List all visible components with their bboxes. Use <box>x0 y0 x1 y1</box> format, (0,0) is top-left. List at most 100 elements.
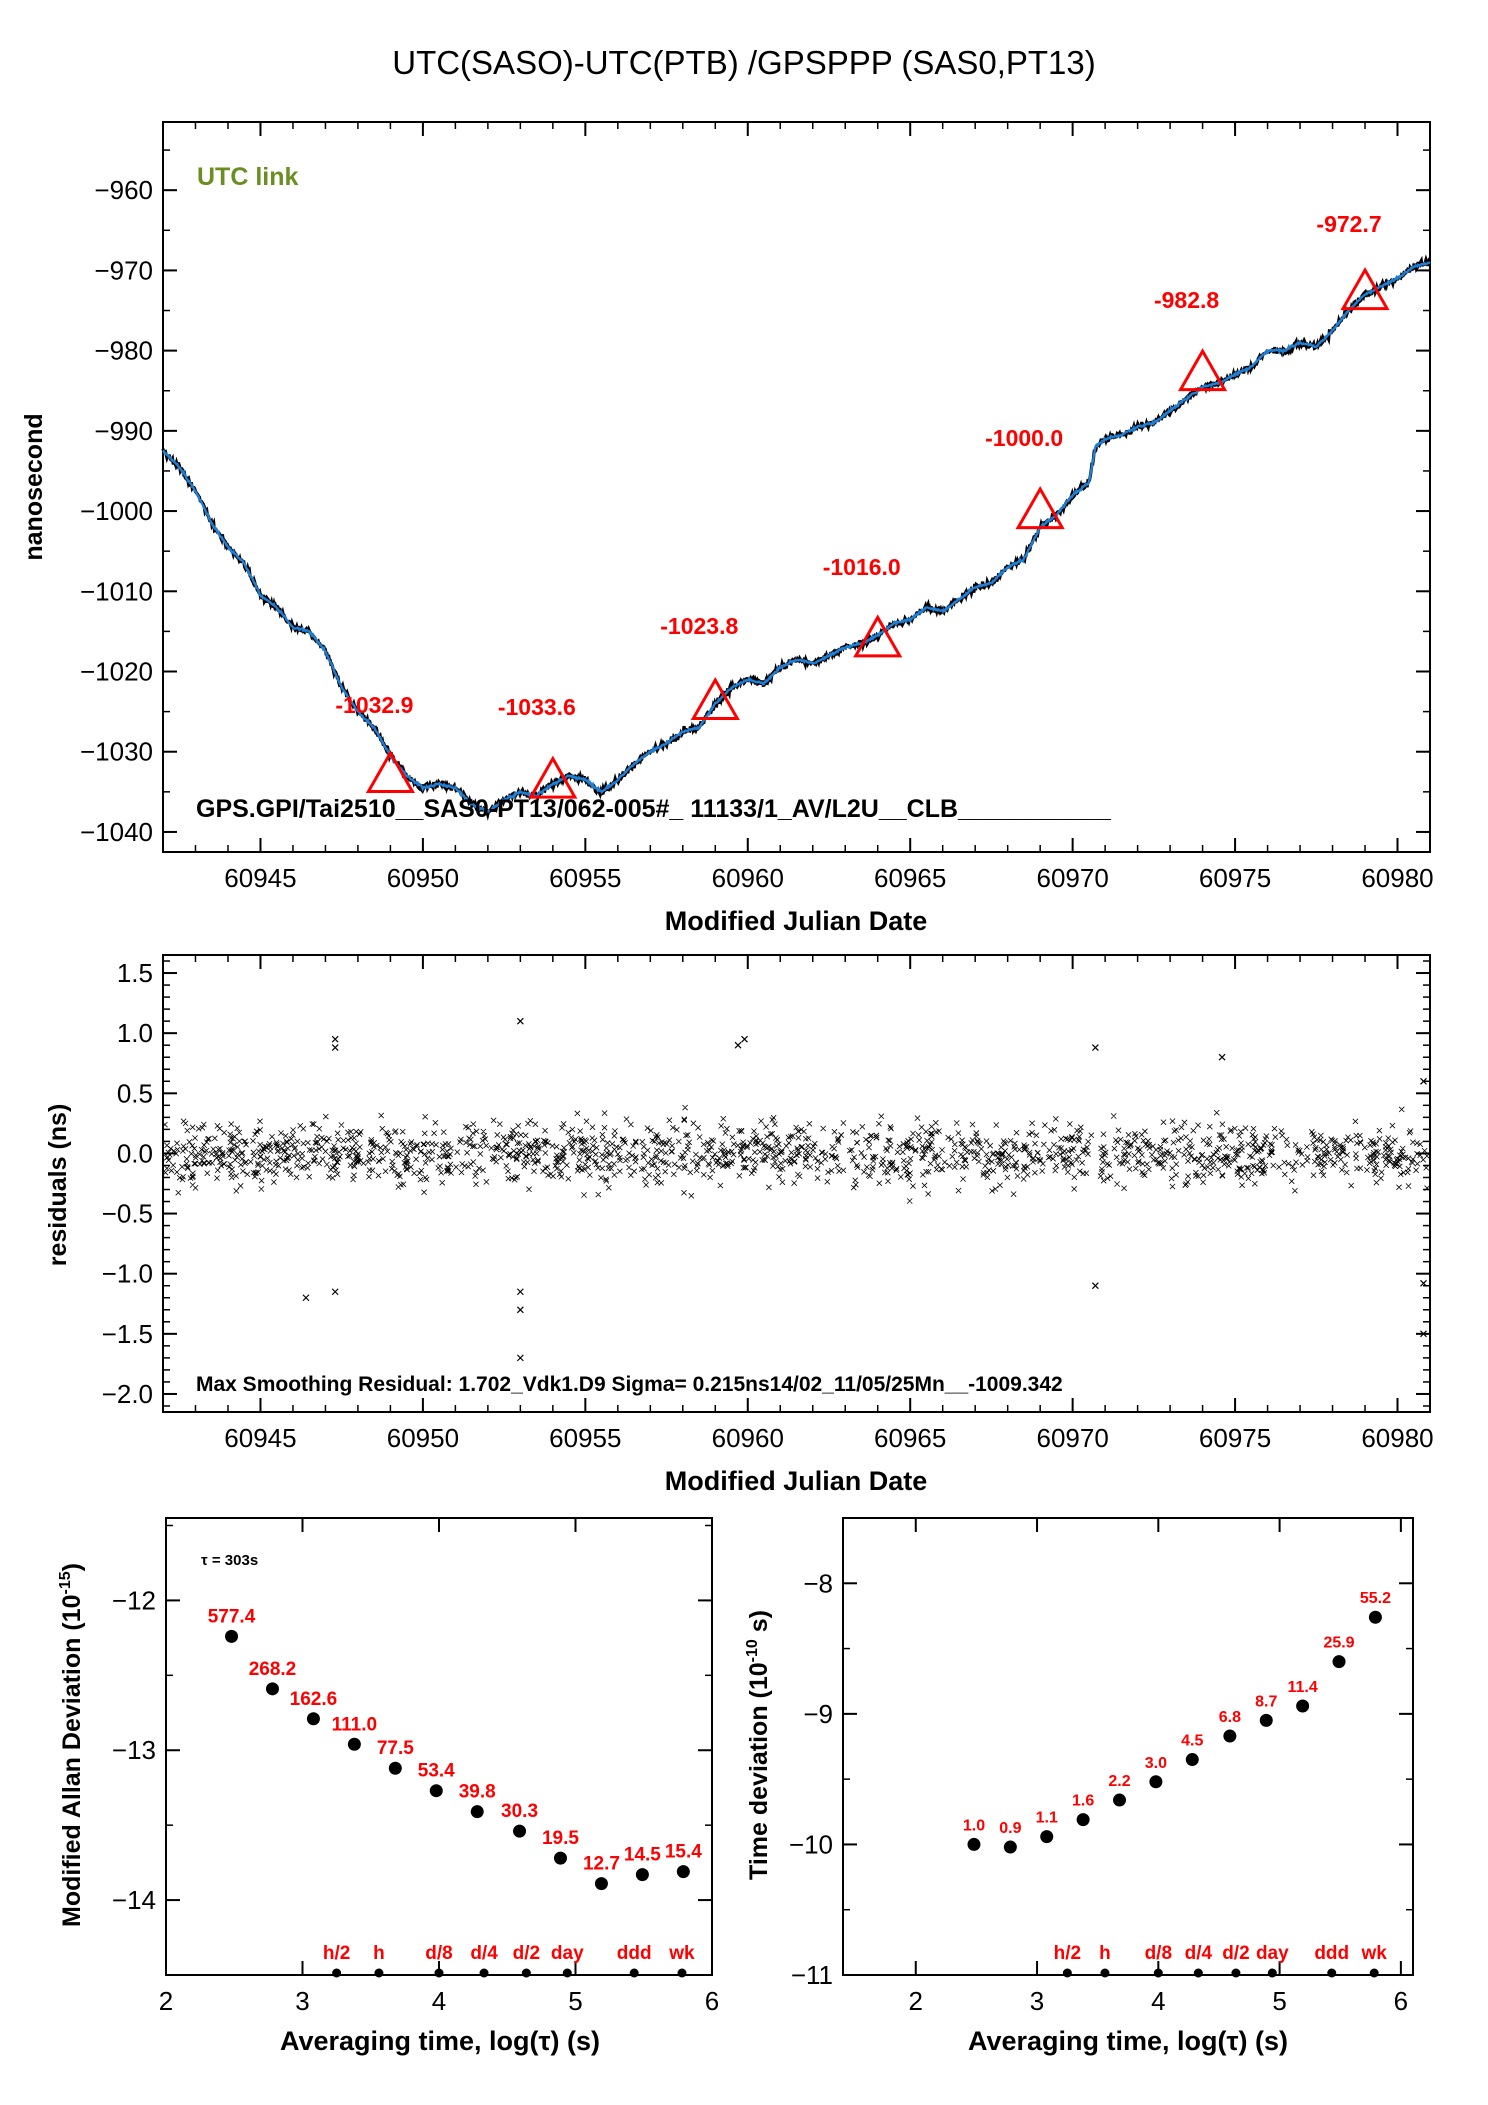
y-tick-label: −10 <box>789 1829 833 1859</box>
allan-deviation-frame <box>165 1517 713 1976</box>
y-tick-label: −11 <box>791 1960 833 1990</box>
allan-ylabel-main: Modified Allan Deviation (10 <box>58 1595 86 1927</box>
y-tick-label: 0.0 <box>117 1138 153 1168</box>
time-marker-dot <box>521 1968 531 1978</box>
time-difference-trace <box>161 254 1432 821</box>
deviation-value-label: 111.0 <box>332 1714 377 1735</box>
deviation-value-label: 11.4 <box>1288 1679 1318 1696</box>
y-tick-label: −8 <box>803 1568 833 1598</box>
time-marker-dot <box>1369 1968 1379 1978</box>
residual-outlier <box>516 1017 524 1025</box>
marker-value-label: -1023.8 <box>660 613 738 639</box>
residual-outlier <box>331 1044 339 1052</box>
x-tick-label: 60970 <box>1036 1423 1108 1453</box>
deviation-point <box>1332 1655 1346 1669</box>
residual-outlier <box>331 1035 339 1043</box>
y-tick-label: −1030 <box>80 737 153 767</box>
x-tick-label: 60945 <box>224 863 296 893</box>
deviation-value-label: 4.5 <box>1181 1733 1203 1750</box>
deviation-point <box>1185 1753 1199 1767</box>
x-tick-label: 60980 <box>1361 863 1433 893</box>
deviation-point <box>967 1837 981 1851</box>
residual-outlier <box>516 1306 524 1314</box>
time-marker-label: d/2 <box>513 1943 540 1964</box>
x-tick-label: 60965 <box>874 863 946 893</box>
time-marker-label: ddd <box>1314 1943 1349 1964</box>
deviation-point <box>1259 1713 1273 1727</box>
allan-ylabel-exponent: -15 <box>57 1571 74 1594</box>
y-tick-label: −1.5 <box>102 1319 153 1349</box>
time-marker-label: wk <box>668 1943 695 1964</box>
time-difference-markers: -1032.9 -1033.6 -1023.8 -1016.0 -1000.0 -982.… <box>335 211 1390 799</box>
time-marker-dot <box>434 1968 444 1978</box>
time-marker-dot <box>374 1968 384 1978</box>
time-marker-dot <box>1231 1968 1241 1978</box>
time-marker-dot <box>629 1968 639 1978</box>
allan-deviation-points: 577.4 268.2 162.6 111.077.553.439.830.319.5… <box>208 1606 702 1978</box>
deviation-point <box>1296 1699 1310 1713</box>
x-tick-label: 60955 <box>549 863 621 893</box>
x-tick-label: 60980 <box>1361 1423 1433 1453</box>
tdev-ylabel-exponent: -10 <box>744 1639 761 1662</box>
x-tick-label: 4 <box>1151 1986 1165 2016</box>
y-tick-label: −9 <box>803 1699 833 1729</box>
marker-value-label: -982.8 <box>1154 287 1219 313</box>
y-tick-label: −1000 <box>80 496 153 526</box>
residual-outlier <box>1091 1282 1099 1290</box>
deviation-point <box>1149 1775 1163 1789</box>
deviation-point <box>1076 1813 1090 1827</box>
allan-deviation-ylabel: Modified Allan Deviation (10-15) <box>57 1563 86 1927</box>
deviation-point <box>306 1712 320 1726</box>
y-tick-label: 0.5 <box>117 1078 153 1108</box>
x-tick-label: 5 <box>568 1986 582 2016</box>
y-tick-label: −980 <box>94 336 153 366</box>
page-title: UTC(SASO)-UTC(PTB) /GPSPPP (SAS0,PT13) <box>392 44 1096 81</box>
residual-outlier <box>741 1035 748 1043</box>
x-tick-label: 60945 <box>224 1423 296 1453</box>
link-id-footer: GPS.GPI/Tai2510__SAS0-PT13/062-005#_ 111… <box>196 795 1112 823</box>
deviation-point <box>1113 1793 1127 1807</box>
residuals-ticks: 60945 60950 60955 60960 60965 60970 60975 60980… <box>102 955 1434 1453</box>
y-tick-label: −2.0 <box>102 1379 153 1409</box>
deviation-value-label: 6.8 <box>1219 1709 1241 1726</box>
time-marker-label: d/4 <box>1185 1943 1213 1964</box>
time-marker-label: d/8 <box>425 1943 452 1964</box>
allan-deviation-panel: Modified Allan Deviation (10-15) Averagi… <box>57 1517 719 2056</box>
deviation-point <box>1368 1610 1382 1624</box>
y-tick-label: −990 <box>94 416 153 446</box>
smoothed-trace-line <box>162 261 1431 814</box>
residual-outlier <box>1091 1044 1099 1052</box>
deviation-point <box>676 1865 690 1879</box>
x-tick-label: 60955 <box>549 1423 621 1453</box>
deviation-value-label: 1.6 <box>1072 1793 1094 1810</box>
marker-triangle <box>853 614 903 658</box>
time-difference-xlabel: Modified Julian Date <box>665 906 928 936</box>
deviation-value-label: 15.4 <box>665 1842 702 1863</box>
x-tick-label: 6 <box>1394 1986 1408 2016</box>
time-deviation-points: 1.0 0.9 1.1 1.6 2.2 3.0 4.5 6.8 8.7 11.4 25.9 55.2 h… <box>963 1590 1391 1978</box>
deviation-point <box>470 1805 484 1819</box>
y-tick-label: −1040 <box>80 817 153 847</box>
time-marker-dot <box>1100 1968 1110 1978</box>
y-tick-label: −14 <box>112 1885 156 1915</box>
deviation-value-label: 1.1 <box>1036 1810 1058 1827</box>
deviation-point <box>429 1784 443 1798</box>
time-marker-label: day <box>551 1943 584 1964</box>
x-tick-label: 60950 <box>387 1423 459 1453</box>
time-deviation-xlabel: Averaging time, log(τ) (s) <box>968 2026 1288 2056</box>
time-marker-dot <box>1153 1968 1163 1978</box>
x-tick-label: 6 <box>705 1986 719 2016</box>
y-tick-label: 1.0 <box>117 1018 153 1048</box>
residual-outlier <box>1218 1053 1226 1061</box>
deviation-value-label: 39.8 <box>459 1782 496 1803</box>
time-difference-ticks: 60945 60950 60955 60960 60965 60970 60975 60980… <box>80 122 1434 893</box>
x-tick-label: 2 <box>159 1986 173 2016</box>
marker-triangle <box>528 755 578 799</box>
deviation-value-label: 268.2 <box>249 1659 297 1680</box>
deviation-point <box>265 1682 279 1696</box>
time-marker-dot <box>562 1968 572 1978</box>
marker-value-label: -1033.6 <box>498 694 576 720</box>
residual-outlier <box>734 1041 742 1049</box>
deviation-value-label: 162.6 <box>290 1689 338 1710</box>
